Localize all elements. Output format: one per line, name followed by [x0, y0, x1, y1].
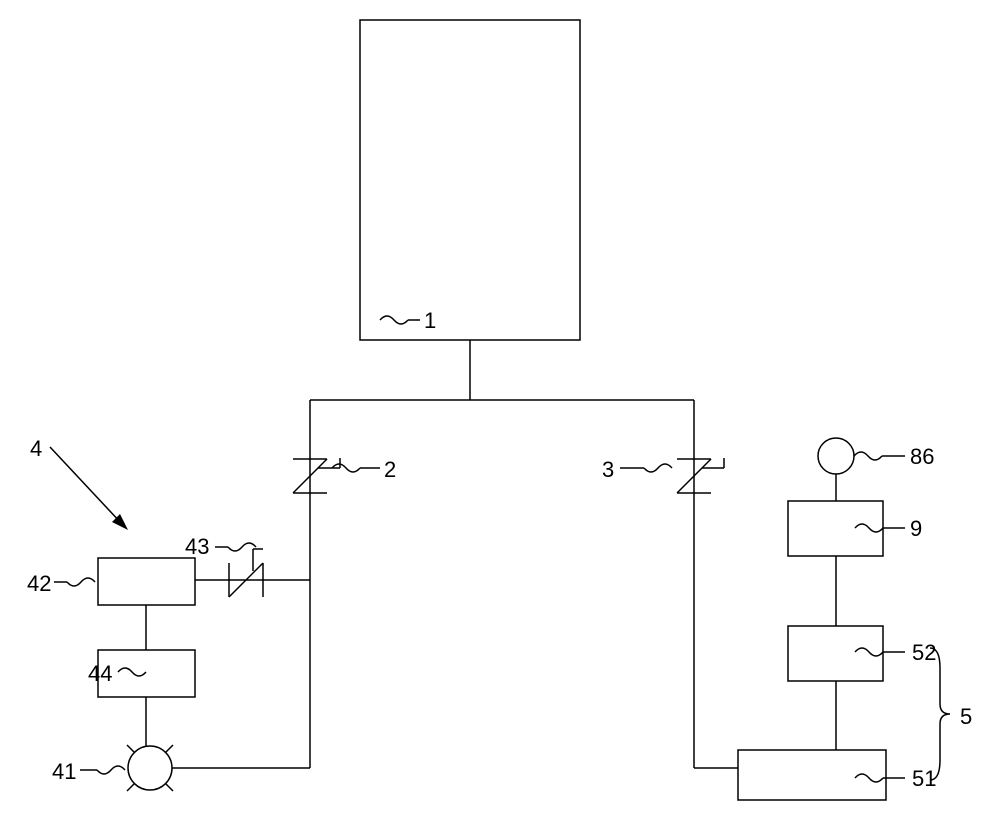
valve-43 — [229, 549, 263, 597]
box-42 — [98, 558, 195, 605]
leader-3 — [620, 464, 672, 472]
diagram-svg — [0, 0, 1000, 832]
valve-2 — [293, 458, 340, 493]
label-5: 5 — [960, 704, 972, 730]
label-9: 9 — [910, 516, 922, 542]
label-41: 41 — [52, 759, 76, 785]
label-4: 4 — [30, 436, 42, 462]
circle-41 — [127, 745, 173, 791]
label-43: 43 — [185, 534, 209, 560]
leader-44 — [118, 668, 146, 676]
box-1 — [360, 20, 580, 340]
leader-86 — [854, 452, 905, 460]
leader-51 — [855, 774, 905, 782]
box-44 — [98, 650, 195, 697]
label-3: 3 — [602, 457, 614, 483]
leader-41 — [80, 766, 125, 774]
leader-43 — [215, 543, 256, 551]
leader-42 — [54, 578, 95, 586]
label-42: 42 — [27, 571, 51, 597]
label-44: 44 — [88, 661, 112, 687]
schematic-diagram: 1 2 3 4 5 86 9 52 51 43 42 44 41 — [0, 0, 1000, 832]
leader-52 — [855, 648, 905, 656]
leader-9 — [855, 524, 905, 532]
label-52: 52 — [912, 640, 936, 666]
leader-1 — [380, 316, 420, 324]
label-2: 2 — [384, 457, 396, 483]
circle-86 — [818, 438, 854, 474]
label-1: 1 — [424, 308, 436, 334]
arrow-4 — [50, 447, 128, 530]
box-52 — [788, 626, 883, 681]
bracket-5 — [930, 648, 950, 780]
valve-3 — [677, 458, 724, 493]
label-86: 86 — [910, 444, 934, 470]
label-51: 51 — [912, 766, 936, 792]
